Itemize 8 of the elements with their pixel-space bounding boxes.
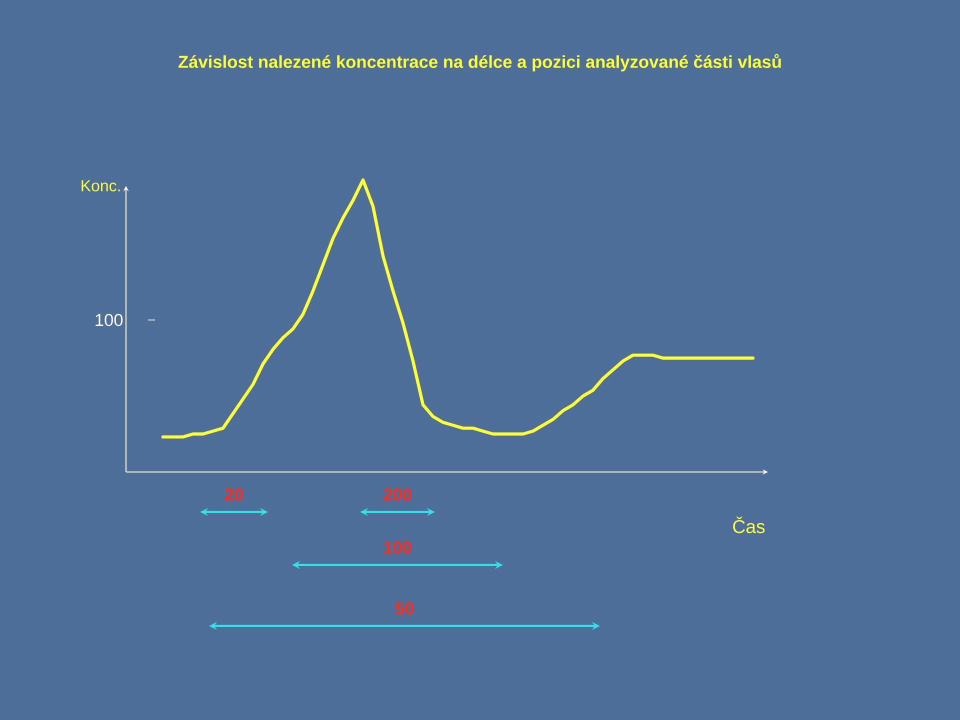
text: 20 bbox=[224, 488, 243, 501]
chart-title: Závislost nalezené koncentrace na délce a pozici analyzované části vlasů bbox=[178, 54, 781, 72]
x-axis-title: Čas bbox=[733, 516, 765, 534]
text: 200 bbox=[384, 488, 412, 501]
text: 50 bbox=[395, 602, 414, 615]
text: 100 bbox=[384, 541, 412, 554]
text: 100 bbox=[96, 314, 123, 326]
y-axis-title: Konc. bbox=[82, 180, 120, 192]
